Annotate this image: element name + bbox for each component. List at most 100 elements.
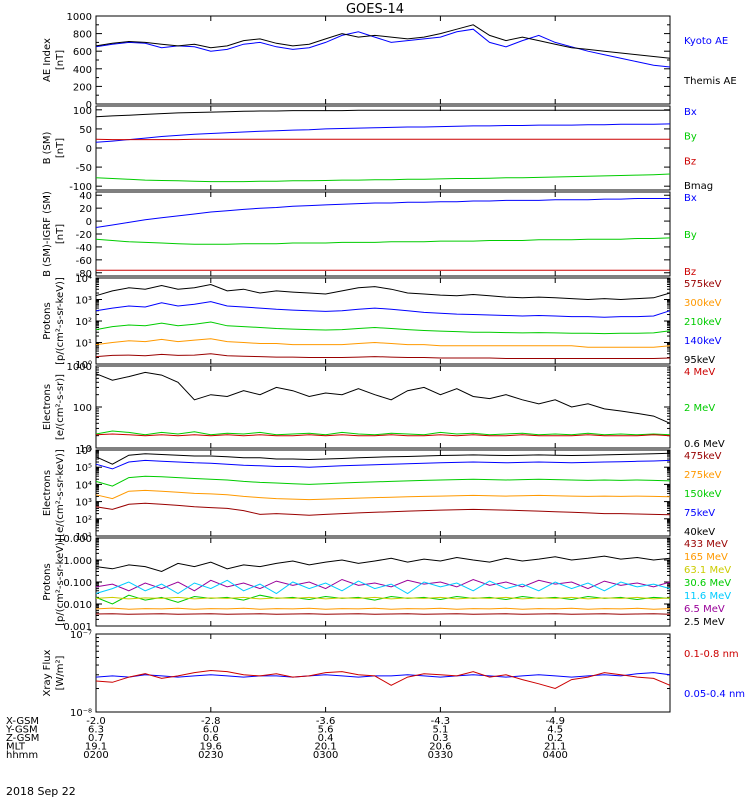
bigrf-ytick-label: 40	[79, 191, 92, 202]
electrons-mev-series-4-mev	[95, 433, 671, 437]
axis-row-label-mlt: MLT	[6, 742, 26, 753]
protons-series-140kev	[95, 301, 671, 318]
protons-mev-ylabel-unit: [p/(cm²-s-sr-keV)]	[55, 538, 66, 626]
electrons-kev-series-75kev	[95, 459, 671, 470]
axis-value-xgsm: -4.9	[545, 716, 565, 727]
axis-value-hhmm: 0300	[313, 750, 338, 761]
xray-legend-0-1-0-8-nm: 0.1-0.8 nm	[684, 649, 739, 660]
electrons-kev-legend-475kev: 475keV	[684, 451, 722, 462]
xray-frame	[95, 633, 671, 713]
electrons-kev-ytick-label: 10¹	[75, 532, 92, 543]
bigrf-series-bx	[95, 198, 670, 228]
bsm-series-by	[95, 173, 671, 183]
bigrf-ytick-label: -60	[76, 256, 92, 267]
axis-value-ygsm: 6.3	[88, 725, 104, 736]
protons-mev-frame	[95, 537, 671, 627]
electrons-kev-ytick-label: 10³	[75, 498, 92, 509]
protons-mev-legend-30-6-mev: 30.6 MeV	[684, 578, 731, 589]
bsm-legend-by: By	[684, 132, 697, 143]
bsm-ytick-label: -50	[76, 163, 92, 174]
protons-mev-legend-6-5-mev: 6.5 MeV	[684, 604, 725, 615]
protons-series-95kev	[95, 283, 671, 301]
electrons-kev-ytick-label: 10⁶	[75, 446, 92, 457]
electrons-kev-ylabel-unit: [e/(cm²-s-sr-keV)]	[55, 449, 66, 537]
axis-value-ygsm: 5.1	[432, 725, 448, 736]
xray-legend-0-05-0-4-nm: 0.05-0.4 nm	[684, 689, 745, 700]
bsm-ytick-label: -100	[69, 182, 92, 193]
ae-ylabel: AE Index	[42, 38, 53, 82]
bigrf-legend-by: By	[684, 230, 697, 241]
protons-mev-legend-433-mev: 433 MeV	[684, 539, 728, 550]
protons-ytick-label: 10⁴	[75, 274, 92, 285]
xray-ylabel-unit: [W/m²]	[55, 655, 66, 690]
protons-mev-series-6-5-mev	[95, 578, 671, 592]
axis-row-label-hhmm: hhmm	[6, 750, 38, 761]
axis-value-zgsm: 0.2	[547, 733, 563, 744]
ae-ytick-label: 0	[86, 100, 92, 111]
protons-legend-300kev: 300keV	[684, 298, 722, 309]
bigrf-ytick-label: -20	[76, 230, 92, 241]
electrons-kev-series-475kev	[95, 502, 671, 516]
protons-frame	[95, 277, 671, 365]
xray-ylabel: Xray Flux	[42, 649, 53, 696]
electrons-mev-legend-0-6-mev: 0.6 MeV	[684, 439, 725, 450]
axis-value-ygsm: 4.5	[547, 725, 563, 736]
protons-mev-ytick-label: 10.000	[57, 534, 92, 545]
electrons-mev-ylabel-unit: [e/(cm²-s-sr)]	[55, 374, 66, 440]
ae-ylabel-unit: [nT]	[55, 50, 66, 70]
axis-value-mlt: 19.1	[85, 742, 107, 753]
bsm-legend-bz: Bz	[684, 156, 696, 167]
protons-mev-legend-11-6-mev: 11.6 MeV	[684, 591, 731, 602]
electrons-mev-series-2-mev	[95, 430, 671, 436]
ae-ytick-label: 400	[73, 65, 92, 76]
protons-mev-legend-165-mev: 165 MeV	[684, 552, 728, 563]
bigrf-frame	[95, 191, 671, 277]
electrons-kev-legend-40kev: 40keV	[684, 527, 715, 538]
bsm-frame	[95, 105, 671, 191]
axis-value-zgsm: 0.6	[203, 733, 219, 744]
electrons-kev-series-150kev	[95, 475, 671, 487]
electrons-mev-legend-4-mev: 4 MeV	[684, 367, 715, 378]
axis-date: 2018 Sep 22	[6, 785, 76, 798]
axis-value-mlt: 20.1	[314, 742, 336, 753]
electrons-mev-ytick-label: 1000	[67, 362, 92, 373]
electrons-kev-series-40kev	[95, 452, 671, 465]
ae-series-kyoto-ae	[95, 28, 671, 68]
electrons-kev-legend-275kev: 275keV	[684, 470, 722, 481]
protons-legend-95kev: 95keV	[684, 355, 715, 366]
ae-ytick-label: 200	[73, 82, 92, 93]
protons-ytick-label: 10²	[75, 317, 92, 328]
protons-mev-ytick-label: 0.010	[63, 600, 92, 611]
bigrf-ylabel-unit: [nT]	[55, 224, 66, 244]
xray-series-0-05-0-4-nm	[95, 672, 671, 678]
axis-value-xgsm: -2.0	[86, 716, 106, 727]
electrons-kev-legend-150kev: 150keV	[684, 489, 722, 500]
electrons-mev-ytick-label: 10	[79, 444, 92, 455]
protons-mev-series-165-mev	[95, 607, 671, 610]
bsm-series-bx	[95, 123, 671, 143]
protons-legend-140kev: 140keV	[684, 336, 722, 347]
protons-mev-ytick-label: 0.100	[63, 578, 92, 589]
electrons-mev-series-0-6-mev	[95, 371, 671, 424]
protons-mev-ylabel: Protons	[42, 563, 53, 600]
protons-ylabel: Protons	[42, 302, 53, 339]
protons-ytick-label: 10³	[75, 296, 92, 307]
bsm-ytick-label: 100	[73, 106, 92, 117]
axis-value-mlt: 20.6	[429, 742, 451, 753]
axis-value-mlt: 21.1	[544, 742, 566, 753]
electrons-kev-legend-75kev: 75keV	[684, 508, 715, 519]
xray-ytick-label: 10⁻⁷	[70, 630, 92, 641]
figure-title: GOES-14	[345, 2, 404, 17]
axis-value-ygsm: 6.0	[203, 725, 219, 736]
bigrf-ytick-label: 0	[86, 217, 92, 228]
protons-series-300kev	[95, 338, 671, 348]
axis-value-hhmm: 0330	[428, 750, 453, 761]
axis-row-label-y-gsm: Y-GSM	[5, 725, 38, 736]
bigrf-ylabel: B (SM)-IGRF (SM)	[42, 191, 53, 277]
protons-ytick-label: 10⁰	[75, 360, 92, 371]
electrons-kev-ytick-label: 10²	[75, 515, 92, 526]
bsm-ylabel: B (SM)	[42, 131, 53, 164]
protons-mev-series-2-5-mev	[95, 555, 671, 573]
bigrf-series-by	[95, 237, 671, 245]
